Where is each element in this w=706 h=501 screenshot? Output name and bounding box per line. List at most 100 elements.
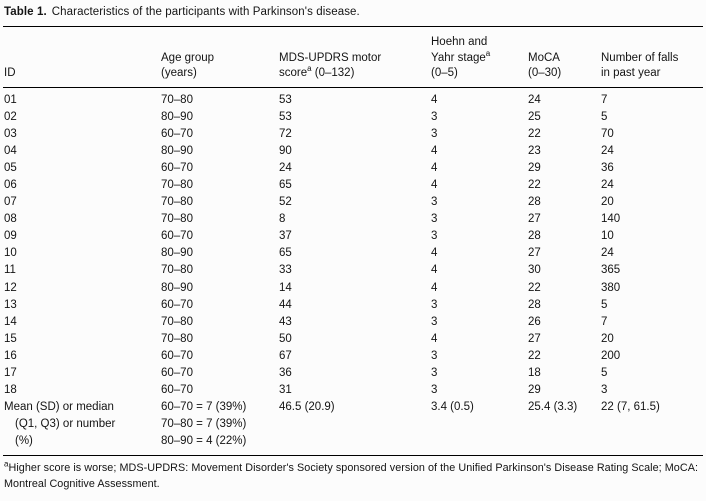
cell-hoehn-yahr: 3 — [431, 298, 438, 311]
cell-falls: 5 — [601, 367, 608, 379]
cell-hoehn-yahr: 4 — [431, 93, 438, 106]
table-row: 04 80–90 90 4 23 24 — [3, 143, 703, 160]
cell-id: 03 — [4, 127, 17, 140]
cell-falls: 24 — [601, 144, 614, 157]
cell-hoehn-yahr: 4 — [431, 264, 438, 277]
cell-age-group: 70–80 — [161, 264, 193, 277]
cell-mds-updrs: 31 — [279, 384, 292, 397]
cell-age-group: 80–90 — [161, 247, 193, 260]
participants-table: ID Age group (years) MDS-UPDRS motor sco… — [3, 26, 703, 456]
col-header-id: ID — [3, 26, 161, 88]
table-row: 18 60–70 31 3 29 3 — [3, 382, 703, 399]
cell-age-group: 70–80 — [161, 332, 193, 345]
cell-falls: 20 — [601, 332, 614, 345]
cell-hoehn-yahr: 3 — [431, 196, 438, 209]
cell-age-group: 60–70 — [161, 298, 193, 311]
summary-hy-cell: 3.4 (0.5) — [431, 401, 474, 414]
cell-moca: 28 — [528, 230, 541, 243]
cell-id: 16 — [4, 349, 17, 362]
cell-id: 05 — [4, 161, 17, 174]
cell-hoehn-yahr: 3 — [431, 230, 438, 243]
cell-mds-updrs: 14 — [279, 281, 292, 294]
cell-falls: 10 — [601, 230, 614, 243]
cell-id: 15 — [4, 332, 17, 345]
cell-falls: 36 — [601, 161, 614, 174]
cell-falls: 24 — [601, 178, 614, 191]
cell-mds-updrs: 8 — [279, 213, 286, 226]
cell-moca: 27 — [528, 247, 541, 260]
cell-hoehn-yahr: 3 — [431, 367, 438, 379]
cell-hoehn-yahr: 3 — [431, 349, 438, 362]
table-row: 03 60–70 72 3 22 70 — [3, 126, 703, 143]
cell-hoehn-yahr: 4 — [431, 161, 438, 174]
footnote-text: Higher score is worse; MDS-UPDRS: Moveme… — [4, 462, 698, 490]
cell-hoehn-yahr: 3 — [431, 127, 438, 140]
cell-mds-updrs: 37 — [279, 230, 292, 243]
cell-id: 12 — [4, 281, 17, 294]
cell-moca: 22 — [528, 127, 541, 140]
cell-moca: 29 — [528, 384, 541, 397]
cell-falls: 140 — [601, 213, 621, 226]
table-row: 01 70–80 53 4 24 7 — [3, 87, 703, 109]
cell-age-group: 70–80 — [161, 196, 193, 209]
col-header-hoehn-yahr: Hoehn and Yahr stagea (0–5) — [431, 26, 528, 88]
col-header-age-group: Age group (years) — [161, 26, 279, 88]
cell-mds-updrs: 44 — [279, 298, 292, 311]
cell-falls: 3 — [601, 384, 608, 397]
table-row: 09 60–70 37 3 28 10 — [3, 228, 703, 245]
cell-id: 06 — [4, 178, 17, 191]
table-row: 14 70–80 43 3 26 7 — [3, 314, 703, 331]
summary-row: Mean (SD) or median (Q1, Q3) or number (… — [3, 399, 703, 456]
cell-moca: 24 — [528, 93, 541, 106]
table-row: 13 60–70 44 3 28 5 — [3, 297, 703, 314]
summary-age-cell: 60–70 = 7 (39%) 70–80 = 7 (39%) 80–90 = … — [161, 401, 247, 448]
cell-mds-updrs: 52 — [279, 196, 292, 209]
cell-moca: 22 — [528, 178, 541, 191]
cell-falls: 5 — [601, 110, 608, 123]
cell-hoehn-yahr: 4 — [431, 247, 438, 260]
cell-mds-updrs: 67 — [279, 349, 292, 362]
summary-falls-cell: 22 (7, 61.5) — [601, 401, 660, 414]
cell-moca: 27 — [528, 332, 541, 345]
cell-age-group: 80–90 — [161, 110, 193, 123]
table-row: 16 60–70 67 3 22 200 — [3, 348, 703, 365]
cell-age-group: 70–80 — [161, 178, 193, 191]
cell-age-group: 60–70 — [161, 127, 193, 140]
cell-id: 10 — [4, 247, 17, 260]
table-row: 15 70–80 50 4 27 20 — [3, 331, 703, 348]
cell-moca: 25 — [528, 110, 541, 123]
summary-section: Mean (SD) or median (Q1, Q3) or number (… — [3, 399, 703, 456]
header-row: ID Age group (years) MDS-UPDRS motor sco… — [3, 26, 703, 88]
cell-id: 02 — [4, 110, 17, 123]
cell-id: 04 — [4, 144, 17, 157]
cell-mds-updrs: 43 — [279, 315, 292, 328]
cell-hoehn-yahr: 4 — [431, 144, 438, 157]
cell-falls: 5 — [601, 298, 608, 311]
cell-age-group: 80–90 — [161, 144, 193, 157]
table-row: 02 80–90 53 3 25 5 — [3, 109, 703, 126]
cell-id: 07 — [4, 196, 17, 209]
cell-moca: 26 — [528, 315, 541, 328]
col-header-falls: Number of falls in past year — [601, 26, 703, 88]
cell-age-group: 60–70 — [161, 230, 193, 243]
table-row: 10 80–90 65 4 27 24 — [3, 245, 703, 262]
col-header-id-label: ID — [4, 67, 16, 79]
table-row: 07 70–80 52 3 28 20 — [3, 194, 703, 211]
cell-moca: 30 — [528, 264, 541, 277]
table-number: Table 1. — [4, 6, 47, 18]
cell-moca: 18 — [528, 367, 541, 379]
cell-falls: 24 — [601, 247, 614, 260]
cell-falls: 200 — [601, 349, 621, 362]
cell-hoehn-yahr: 4 — [431, 332, 438, 345]
cell-moca: 23 — [528, 144, 541, 157]
table-row: 08 70–80 8 3 27 140 — [3, 211, 703, 228]
cell-mds-updrs: 50 — [279, 332, 292, 345]
cell-moca: 27 — [528, 213, 541, 226]
cell-moca: 29 — [528, 161, 541, 174]
cell-mds-updrs: 90 — [279, 144, 292, 157]
table-row: 17 60–70 36 3 18 5 — [3, 365, 703, 382]
table-body: 01 70–80 53 4 24 7 02 80–90 53 3 25 5 03… — [3, 87, 703, 399]
cell-falls: 365 — [601, 264, 621, 277]
cell-age-group: 60–70 — [161, 161, 193, 174]
